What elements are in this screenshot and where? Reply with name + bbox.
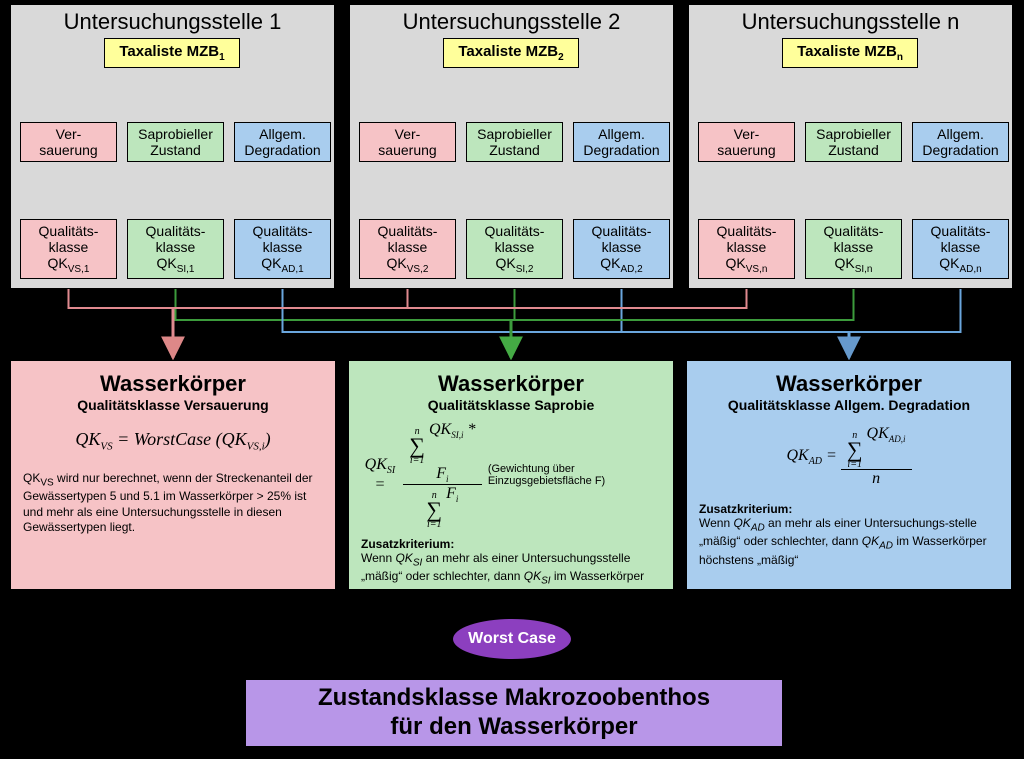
assessment-box: Saprobieller Zustand (127, 122, 224, 162)
quality-class-box: Qualitäts-klasseQKAD,2 (573, 219, 670, 279)
quality-class-box: Qualitäts-klasseQKSI,n (805, 219, 902, 279)
assessment-box: Allgem. Degradation (573, 122, 670, 162)
assessment-box: Ver- sauerung (698, 122, 795, 162)
taxa-box: Taxaliste MZB1 (104, 38, 240, 68)
waterbody-box: WasserkörperQualitätsklasse VersauerungQ… (10, 360, 336, 590)
assessment-box: Allgem. Degradation (234, 122, 331, 162)
quality-class-box: Qualitäts-klasseQKSI,2 (466, 219, 563, 279)
final-result-label: Zustandsklasse Makrozoobenthos für den W… (318, 684, 710, 742)
worst-case-oval: Worst Case (452, 618, 572, 660)
quality-class-box: Qualitäts-klasseQKAD,n (912, 219, 1009, 279)
assessment-box: Saprobieller Zustand (466, 122, 563, 162)
panel-title: Untersuchungsstelle 1 (11, 9, 334, 35)
taxa-box: Taxaliste MZBn (782, 38, 918, 68)
quality-class-box: Qualitäts-klasseQKVS,2 (359, 219, 456, 279)
waterbody-box: WasserkörperQualitätsklasse SaprobieQKSI… (348, 360, 674, 590)
assessment-box: Saprobieller Zustand (805, 122, 902, 162)
assessment-box: Ver- sauerung (359, 122, 456, 162)
quality-class-box: Qualitäts-klasseQKVS,n (698, 219, 795, 279)
taxa-box: Taxaliste MZB2 (443, 38, 579, 68)
quality-class-box: Qualitäts-klasseQKSI,1 (127, 219, 224, 279)
final-result-box: Zustandsklasse Makrozoobenthos für den W… (244, 678, 784, 748)
panel-title: Untersuchungsstelle 2 (350, 9, 673, 35)
quality-class-box: Qualitäts-klasseQKAD,1 (234, 219, 331, 279)
assessment-box: Ver- sauerung (20, 122, 117, 162)
assessment-box: Allgem. Degradation (912, 122, 1009, 162)
waterbody-box: WasserkörperQualitätsklasse Allgem. Degr… (686, 360, 1012, 590)
panel-title: Untersuchungsstelle n (689, 9, 1012, 35)
quality-class-box: Qualitäts-klasseQKVS,1 (20, 219, 117, 279)
worst-case-label: Worst Case (468, 630, 556, 648)
